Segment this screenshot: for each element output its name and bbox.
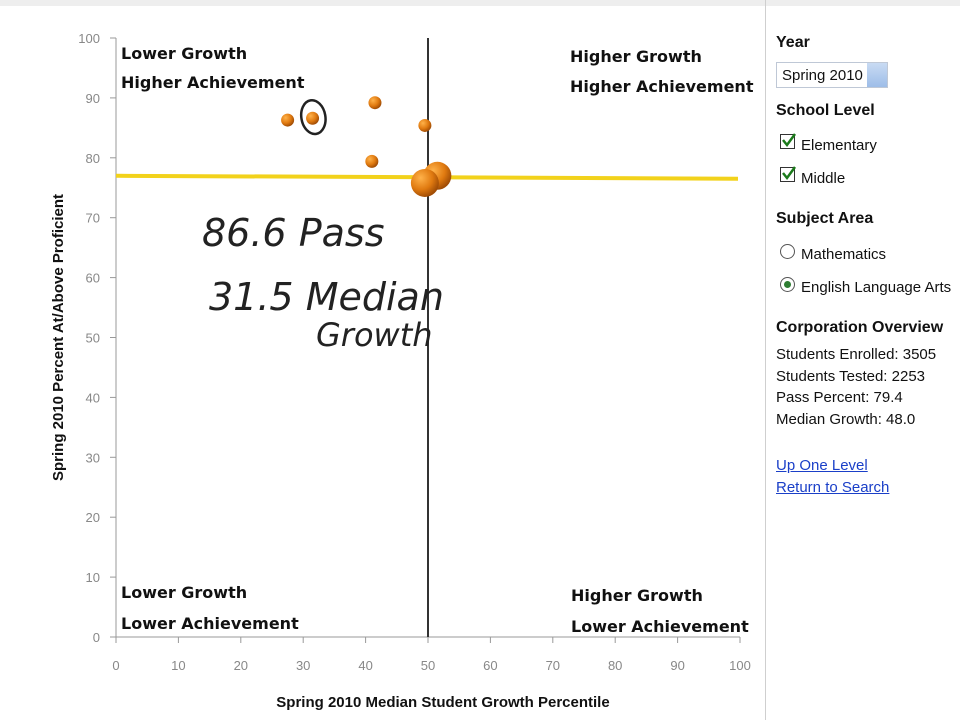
quadrant-label-bottom-right: Lower Achievement [571,617,749,636]
english-language-arts-radio[interactable] [780,277,795,292]
handwritten-growth-note: Growth [316,316,433,354]
school-data-point[interactable] [410,168,439,197]
y-tick-label: 40 [86,390,100,405]
checkmark-icon [782,133,796,148]
quadrant-label-top-right: Higher Growth [570,47,702,66]
y-tick-label: 0 [93,630,100,645]
english-language-arts-label[interactable]: English Language Arts [801,279,952,296]
mathematics-radio[interactable] [780,244,795,259]
x-tick-label: 90 [670,658,684,673]
highlight-circle [299,98,327,136]
year-select[interactable]: Spring 2010 [776,62,888,88]
y-tick-label: 50 [86,331,100,346]
x-tick-label: 50 [421,658,435,673]
growth-achievement-chart: 0 10 20 30 40 50 60 70 80 90 100 0 10 20 30 40 50 60 70 80 9… [50,0,766,720]
year-select-value: Spring 2010 [782,67,863,84]
x-tick-label: 40 [358,658,372,673]
school-data-point[interactable] [418,118,432,132]
quadrant-label-top-left: Lower Growth [121,44,247,63]
y-tick-label: 30 [86,450,100,465]
mathematics-label[interactable]: Mathematics [801,246,887,263]
students-enrolled-text: Students Enrolled: 3505 [776,346,937,363]
pass-percent-text: Pass Percent: 79.4 [776,389,903,406]
students-tested-text: Students Tested: 2253 [776,368,926,385]
quadrant-label-top-right: Higher Achievement [570,77,754,96]
y-tick-label: 20 [86,510,100,525]
corporation-overview-heading: Corporation Overview [776,319,944,336]
school-data-point[interactable] [365,154,379,168]
up-one-level-link[interactable]: Up One Level [776,457,868,474]
elementary-checkbox[interactable] [780,133,796,149]
middle-checkbox[interactable] [780,166,796,182]
year-heading: Year [776,34,810,51]
elementary-label[interactable]: Elementary [801,137,877,154]
handwritten-pass-note: 86.6 Pass [202,211,385,255]
return-to-search-link[interactable]: Return to Search [776,479,890,496]
y-tick-label: 70 [86,211,100,226]
x-tick-label: 100 [729,658,751,673]
y-tick-label: 10 [86,570,100,585]
x-tick-label: 20 [234,658,248,673]
filter-sidebar: Year Spring 2010 School Level Elementary… [768,30,958,720]
handwritten-median-note: 31.5 Median [209,275,444,319]
school-data-point[interactable] [368,96,382,110]
subject-area-heading: Subject Area [776,210,874,227]
median-growth-text: Median Growth: 48.0 [776,411,916,428]
school-data-point[interactable] [281,113,295,127]
school-data-point[interactable] [306,111,320,125]
x-tick-label: 80 [608,658,622,673]
y-axis-title: Spring 2010 Percent At/Above Proficient [50,194,67,481]
y-tick-label: 100 [78,31,100,46]
y-tick-label: 90 [86,91,100,106]
quadrant-label-bottom-left: Lower Achievement [121,614,299,633]
school-level-heading: School Level [776,102,875,119]
x-axis-title: Spring 2010 Median Student Growth Percen… [276,694,609,711]
x-tick-label: 70 [546,658,560,673]
checkmark-icon [782,166,796,181]
top-edge-strip [0,0,960,6]
x-tick-label: 30 [296,658,310,673]
x-tick-label: 0 [112,658,119,673]
y-tick-label: 80 [86,151,100,166]
x-tick-label: 60 [483,658,497,673]
quadrant-label-top-left: Higher Achievement [121,73,305,92]
scatter-plot-svg: 0 10 20 30 40 50 60 70 80 90 100 0 10 20 30 40 50 60 70 80 9… [50,31,754,711]
y-tick-label: 60 [86,271,100,286]
quadrant-label-bottom-right: Higher Growth [571,586,703,605]
middle-label[interactable]: Middle [801,170,846,187]
x-tick-label: 10 [171,658,185,673]
quadrant-label-bottom-left: Lower Growth [121,583,247,602]
dropdown-arrow-icon[interactable] [867,63,887,87]
